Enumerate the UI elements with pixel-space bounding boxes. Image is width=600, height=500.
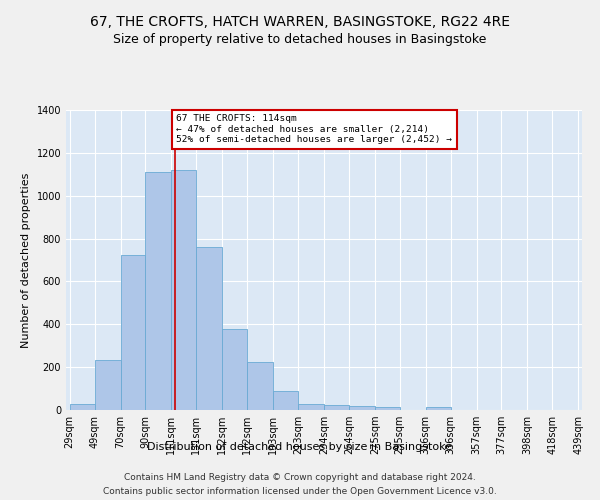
Bar [298, 404, 324, 410]
Text: Contains HM Land Registry data © Crown copyright and database right 2024.: Contains HM Land Registry data © Crown c… [124, 473, 476, 482]
Text: Distribution of detached houses by size in Basingstoke: Distribution of detached houses by size … [148, 442, 452, 452]
Text: Size of property relative to detached houses in Basingstoke: Size of property relative to detached ho… [113, 32, 487, 46]
Bar [426, 408, 451, 410]
Bar [145, 172, 172, 410]
Bar [121, 254, 145, 410]
Text: 67 THE CROFTS: 114sqm
← 47% of detached houses are smaller (2,214)
52% of semi-d: 67 THE CROFTS: 114sqm ← 47% of detached … [176, 114, 452, 144]
Bar [196, 247, 222, 410]
Bar [222, 329, 247, 410]
Bar [324, 404, 349, 410]
Text: 67, THE CROFTS, HATCH WARREN, BASINGSTOKE, RG22 4RE: 67, THE CROFTS, HATCH WARREN, BASINGSTOK… [90, 15, 510, 29]
Bar [247, 362, 273, 410]
Bar [172, 170, 196, 410]
Bar [70, 404, 95, 410]
Bar [95, 360, 121, 410]
Bar [375, 407, 400, 410]
Y-axis label: Number of detached properties: Number of detached properties [21, 172, 31, 348]
Bar [349, 406, 375, 410]
Bar [273, 390, 298, 410]
Text: Contains public sector information licensed under the Open Government Licence v3: Contains public sector information licen… [103, 486, 497, 496]
